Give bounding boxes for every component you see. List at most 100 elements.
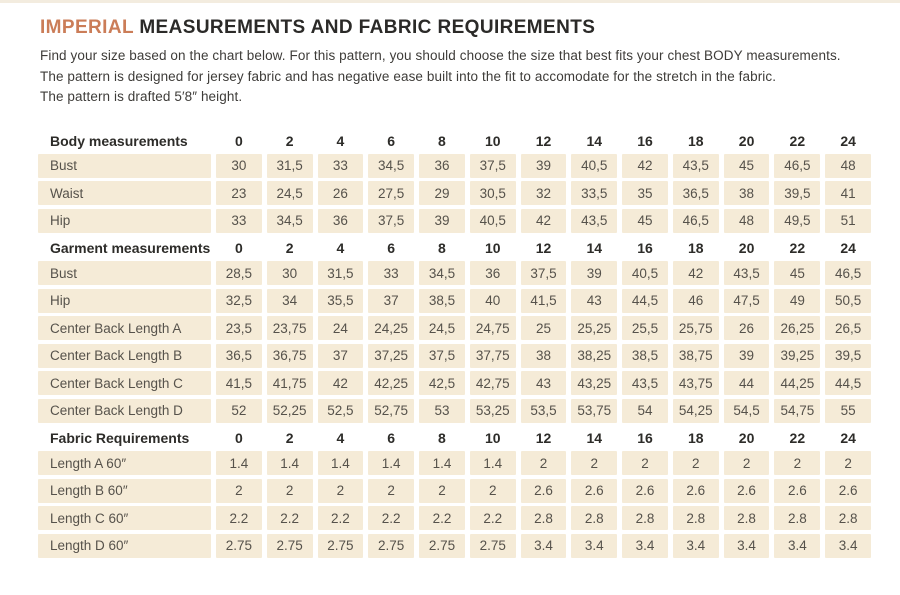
value-cell: 27,5: [368, 181, 415, 205]
intro-paragraph: Find your size based on the chart below.…: [40, 46, 872, 108]
value-cell: 43,5: [622, 371, 668, 395]
value-cell: 1.4: [216, 451, 262, 475]
value-cell: 30: [266, 261, 313, 285]
value-cell: 38: [723, 181, 770, 205]
value-cell: 39: [723, 343, 770, 368]
size-column-header: 12: [535, 430, 552, 446]
value-cell: 34,5: [419, 261, 465, 285]
value-cell: 54,75: [774, 398, 821, 423]
value-cell: 37: [368, 288, 415, 313]
size-column-header: 14: [586, 132, 603, 149]
value-cell: 41: [825, 181, 871, 205]
table-row: Hip 32,5 34 35,5 37 38,5 40 41,5 43 44,5 46 47,5 49 5…: [38, 288, 871, 313]
value-cell: 46: [672, 288, 719, 313]
section-header-label: Fabric Requirements: [50, 430, 190, 446]
value-cell: 53,5: [520, 398, 567, 423]
row-label-cell: Center Back Length B: [38, 343, 211, 368]
value-cell: 23,5: [216, 316, 262, 340]
value-cell: 40,5: [571, 153, 618, 178]
value-cell: 2.6: [825, 478, 871, 503]
value-cell: 2: [723, 451, 770, 475]
size-column-header: 14: [586, 240, 603, 256]
value-cell: 2.75: [317, 533, 364, 558]
value-cell: 2: [672, 451, 719, 475]
size-column-header: 8: [438, 240, 446, 256]
value-cell: 49: [774, 288, 821, 313]
size-column-header: 12: [535, 240, 552, 256]
value-cell: 2.6: [774, 478, 821, 503]
value-cell: 34,5: [368, 153, 415, 178]
value-cell: 42: [622, 153, 668, 178]
section-header-label: Garment measurements: [50, 240, 211, 256]
value-cell: 2: [622, 451, 668, 475]
value-cell: 26: [317, 181, 364, 205]
row-label-cell: Waist: [38, 181, 211, 205]
value-cell: 42: [520, 208, 567, 233]
value-cell: 38,75: [672, 343, 719, 368]
size-column-header: 18: [688, 240, 704, 256]
size-column-header: 0: [234, 430, 243, 446]
value-cell: 28,5: [216, 261, 262, 285]
value-cell: 37,5: [368, 208, 415, 233]
value-cell: 37,5: [469, 153, 516, 178]
value-cell: 44: [723, 371, 770, 395]
value-cell: 3.4: [774, 533, 821, 558]
value-cell: 36: [419, 153, 465, 178]
value-cell: 53,75: [571, 398, 618, 423]
value-cell: 44,5: [825, 371, 871, 395]
value-cell: 42,5: [419, 371, 465, 395]
table-row: Bust 30 31,5 33 34,5 36 37,5 39 40,5 42 43,5 45 46,5…: [38, 153, 871, 178]
row-label-cell: Hip: [38, 288, 211, 313]
value-cell: 2.6: [723, 478, 770, 503]
value-cell: 24,25: [368, 316, 415, 340]
value-cell: 2: [469, 478, 516, 503]
value-cell: 40,5: [622, 261, 668, 285]
value-cell: 33: [368, 261, 415, 285]
size-column-header: 8: [438, 430, 446, 446]
value-cell: 52: [216, 398, 262, 423]
value-cell: 46,5: [825, 261, 871, 285]
size-column-header: 24: [840, 240, 856, 256]
value-cell: 40: [469, 288, 516, 313]
value-cell: 36,5: [216, 343, 262, 368]
value-cell: 2.2: [469, 506, 516, 530]
value-cell: 29: [419, 181, 465, 205]
value-cell: 33,5: [571, 181, 618, 205]
size-column-header: 10: [484, 430, 501, 446]
size-column-header: 2: [285, 132, 294, 149]
value-cell: 2: [266, 478, 313, 503]
intro-line: Find your size based on the chart below.…: [40, 48, 841, 63]
size-column-header: 16: [637, 132, 653, 149]
value-cell: 39,25: [774, 343, 821, 368]
value-cell: 38,5: [419, 288, 465, 313]
value-cell: 39,5: [774, 181, 821, 205]
value-cell: 39,5: [825, 343, 871, 368]
size-column-header: 22: [789, 132, 806, 149]
value-cell: 3.4: [723, 533, 770, 558]
value-cell: 24: [317, 316, 364, 340]
value-cell: 33: [216, 208, 262, 233]
table-row: Center Back Length B 36,5 36,75 37 37,25 37,5…: [38, 343, 871, 368]
value-cell: 23,75: [266, 316, 313, 340]
value-cell: 48: [825, 153, 871, 178]
value-cell: 55: [825, 398, 871, 423]
value-cell: 34,5: [266, 208, 313, 233]
row-label-cell: Bust: [38, 153, 211, 178]
value-cell: 2.2: [368, 506, 415, 530]
value-cell: 2: [317, 478, 364, 503]
value-cell: 52,25: [266, 398, 313, 423]
table-row: Center Back Length A 23,5 23,75 24 24,25 24,5…: [38, 316, 871, 340]
value-cell: 1.4: [266, 451, 313, 475]
value-cell: 45: [622, 208, 668, 233]
value-cell: 2.6: [520, 478, 567, 503]
value-cell: 53,25: [469, 398, 516, 423]
value-cell: 24,5: [419, 316, 465, 340]
row-label-cell: Center Back Length A: [38, 316, 211, 340]
value-cell: 2.8: [774, 506, 821, 530]
value-cell: 43: [571, 288, 618, 313]
value-cell: 2.2: [266, 506, 313, 530]
size-column-header: 2: [285, 240, 294, 256]
value-cell: 53: [419, 398, 465, 423]
value-cell: 44,5: [622, 288, 668, 313]
size-column-header: 6: [387, 430, 396, 446]
